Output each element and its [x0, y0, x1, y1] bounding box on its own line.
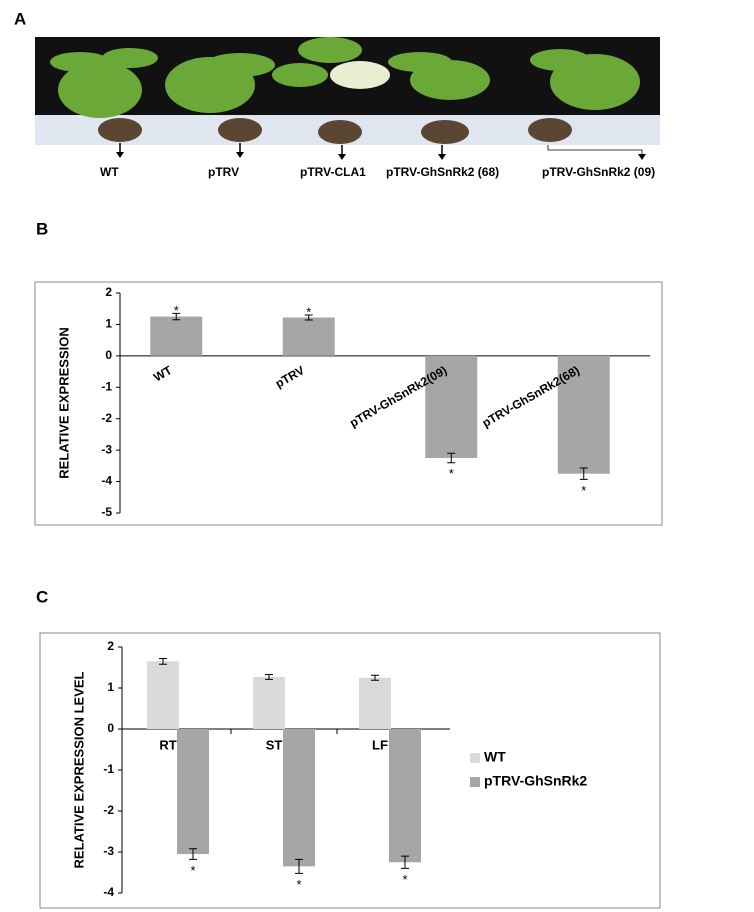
arrowheads	[116, 152, 646, 160]
error-bar	[447, 452, 456, 464]
error-bar	[265, 673, 273, 680]
panel-label: B	[36, 219, 48, 238]
error-bar	[401, 855, 409, 869]
photo-label: WT	[100, 165, 119, 179]
error-bar	[172, 312, 181, 321]
y-tick-label: 0	[105, 348, 112, 362]
x-tick-label: WT	[151, 363, 175, 385]
error-bar	[189, 848, 197, 860]
panel-label: A	[14, 9, 26, 28]
bar	[150, 316, 203, 356]
bar	[177, 729, 209, 855]
panel-label: C	[36, 587, 48, 606]
x-tick-label: LF	[372, 737, 388, 752]
y-tick-label: -2	[103, 803, 114, 817]
photo: WT pTRV pTRV-CLA1 pTRV-GhSnRk2 (68) pTRV…	[35, 37, 660, 179]
y-tick-label: 2	[105, 285, 112, 299]
annotation: *	[174, 303, 179, 318]
bar	[282, 317, 335, 356]
chart-frame	[34, 281, 663, 526]
y-tick-label: -4	[103, 885, 114, 899]
error-bar	[159, 657, 167, 665]
annotation: *	[296, 877, 301, 892]
chart-frame	[39, 632, 661, 909]
y-tick-label: -4	[101, 474, 112, 488]
bar	[557, 355, 610, 474]
legend-swatch	[470, 753, 480, 763]
photo-label: pTRV-GhSnRk2 (09)	[542, 165, 655, 179]
y-tick-label: -1	[101, 379, 112, 393]
error-bar	[304, 314, 313, 321]
x-tick-label: pTRV	[273, 363, 307, 391]
annotation: *	[306, 304, 311, 319]
annotation: *	[402, 872, 407, 887]
y-tick-label: 0	[107, 721, 114, 735]
bar	[389, 729, 421, 863]
y-axis-label: RELATIVE EXPRESSION LEVEL	[71, 671, 86, 868]
annotation: *	[449, 466, 454, 481]
bar	[147, 661, 179, 729]
y-tick-label: 1	[107, 680, 114, 694]
y-tick-label: -5	[101, 505, 112, 519]
error-bar	[295, 858, 303, 874]
y-tick-label: 1	[105, 317, 112, 331]
legend-label: pTRV-GhSnRk2	[484, 773, 587, 789]
y-tick-label: -1	[103, 762, 114, 776]
y-tick-label: -3	[101, 442, 112, 456]
y-tick-label: -3	[103, 844, 114, 858]
legend-label: WT	[484, 749, 506, 765]
bar	[283, 729, 315, 867]
y-axis-label: RELATIVE EXPRESSION	[56, 327, 71, 478]
legend-swatch	[470, 777, 480, 787]
photo-label: pTRV-GhSnRk2 (68)	[386, 165, 499, 179]
error-bar	[579, 467, 588, 480]
error-bar	[371, 674, 379, 681]
annotation: *	[190, 863, 195, 878]
bar	[253, 676, 285, 729]
photo-label: pTRV	[208, 165, 239, 179]
y-tick-label: -2	[101, 411, 112, 425]
photo-label: pTRV-CLA1	[300, 165, 366, 179]
bar	[425, 355, 478, 458]
x-tick-label: ST	[266, 737, 283, 752]
y-tick-label: 2	[107, 639, 114, 653]
plants	[50, 37, 640, 118]
bar	[359, 677, 391, 729]
x-tick-label: RT	[159, 737, 176, 752]
pots	[98, 118, 572, 144]
arrows	[119, 143, 643, 157]
annotation: *	[581, 483, 586, 498]
